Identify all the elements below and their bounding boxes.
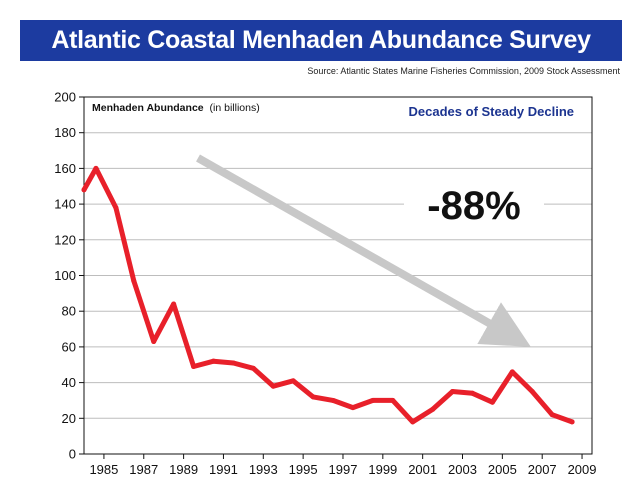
y-tick-label-0: 0: [69, 447, 76, 462]
y-axis-label: Menhaden Abundance (in billions): [92, 102, 260, 114]
data-point-9: [250, 365, 256, 371]
y-tick-label-40: 40: [62, 375, 76, 390]
data-point-7: [210, 358, 216, 364]
data-point-17: [410, 419, 416, 425]
data-point-24: [549, 412, 555, 418]
data-point-25: [569, 419, 575, 425]
data-point-3: [131, 278, 137, 284]
data-point-2: [113, 205, 119, 211]
x-tick-label-2009: 2009: [568, 462, 597, 477]
data-point-20: [469, 390, 475, 396]
chart-subtitle: Decades of Steady Decline: [409, 104, 574, 119]
data-point-8: [230, 360, 236, 366]
y-tick-label-160: 160: [54, 161, 76, 176]
data-point-15: [370, 397, 376, 403]
data-point-4: [151, 339, 157, 345]
data-point-14: [350, 405, 356, 411]
x-tick-label-2005: 2005: [488, 462, 517, 477]
y-tick-label-60: 60: [62, 339, 76, 354]
source-note: Source: Atlantic States Marine Fisheries…: [307, 66, 620, 76]
y-tick-label-200: 200: [54, 90, 76, 105]
data-point-10: [270, 383, 276, 389]
x-tick-label-1999: 1999: [368, 462, 397, 477]
y-tick-label-180: 180: [54, 125, 76, 140]
series-line-abundance: [81, 165, 575, 425]
annotation-backdrop: [404, 180, 544, 226]
decline-annotation: -88%: [427, 184, 520, 228]
data-point-21: [489, 399, 495, 405]
data-point-1: [93, 165, 99, 171]
x-tick-label-1995: 1995: [289, 462, 318, 477]
x-tick-label-1987: 1987: [129, 462, 158, 477]
y-tick-label-80: 80: [62, 304, 76, 319]
y-axis-ticks: 0 20 40 60 80 100 120 140 160 180 200: [54, 90, 84, 462]
y-tick-label-120: 120: [54, 232, 76, 247]
data-point-11: [290, 378, 296, 384]
x-tick-label-2007: 2007: [528, 462, 557, 477]
x-tick-label-1993: 1993: [249, 462, 278, 477]
data-point-18: [430, 406, 436, 412]
data-point-12: [310, 394, 316, 400]
data-point-22: [509, 369, 515, 375]
data-point-0: [81, 187, 87, 193]
data-point-16: [390, 397, 396, 403]
y-axis-label-main: Menhaden Abundance: [92, 102, 204, 114]
data-point-6: [191, 364, 197, 370]
x-tick-label-1991: 1991: [209, 462, 238, 477]
chart-title: Atlantic Coastal Menhaden Abundance Surv…: [20, 20, 622, 61]
data-point-5: [171, 301, 177, 307]
x-tick-label-2003: 2003: [448, 462, 477, 477]
x-axis-ticks: 1985 1987 1989 1991 1993 1995 1997 1999 2001 2003…: [89, 454, 597, 477]
data-points: [81, 165, 575, 425]
x-tick-label-2001: 2001: [408, 462, 437, 477]
x-tick-label-1997: 1997: [329, 462, 358, 477]
data-point-13: [330, 397, 336, 403]
x-tick-label-1989: 1989: [169, 462, 198, 477]
y-tick-label-20: 20: [62, 411, 76, 426]
trend-arrow: [196, 154, 531, 347]
y-tick-label-100: 100: [54, 268, 76, 283]
data-point-19: [450, 389, 456, 395]
y-axis-label-unit: (in billions): [210, 102, 260, 114]
data-point-23: [529, 389, 535, 395]
x-tick-label-1985: 1985: [89, 462, 118, 477]
y-tick-label-140: 140: [54, 197, 76, 212]
